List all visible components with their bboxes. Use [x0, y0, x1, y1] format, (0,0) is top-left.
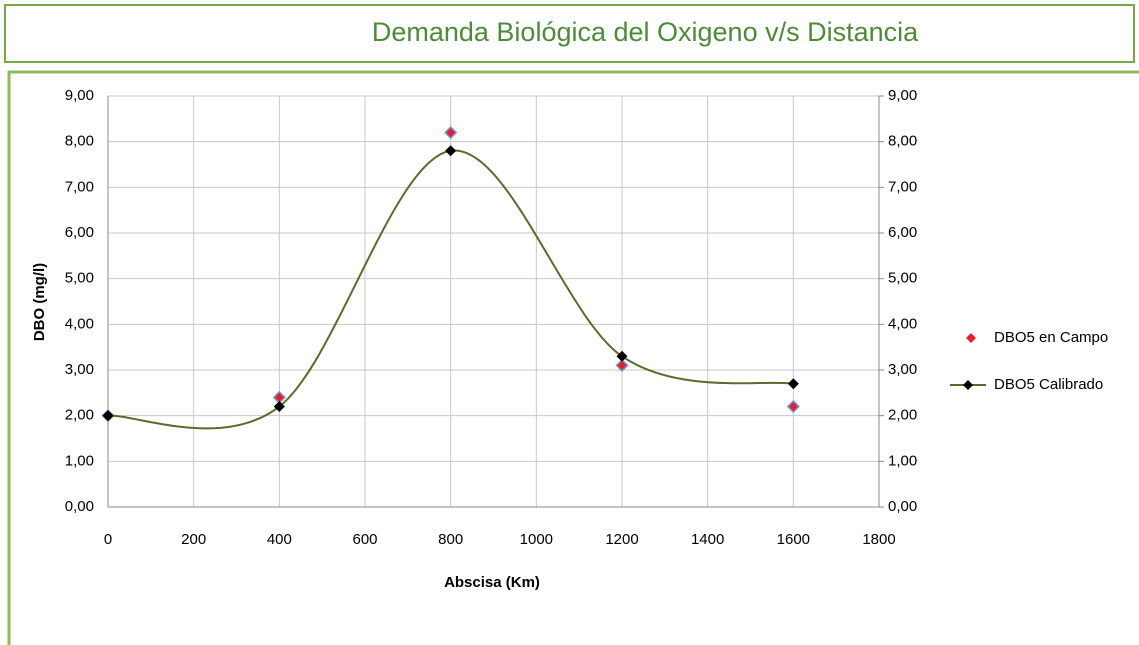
- y-tick-label: 4,00: [65, 315, 94, 332]
- panel-border: [7, 70, 1139, 645]
- y2-tick-label: 6,00: [888, 224, 917, 241]
- y-tick-label: 6,00: [65, 224, 94, 241]
- x-tick-label: 1200: [605, 531, 638, 548]
- x-tick-label: 1800: [862, 531, 895, 548]
- title-box: [4, 4, 1135, 63]
- x-tick-label: 600: [352, 531, 377, 548]
- marker: [786, 399, 800, 414]
- marker: [615, 358, 629, 372]
- y2-tick-label: 7,00: [888, 178, 917, 195]
- x-axis-label: Abscisa (Km): [444, 574, 540, 591]
- y2-tick-label: 3,00: [888, 361, 917, 378]
- y-tick-label: 0,00: [65, 498, 94, 515]
- marker: [787, 378, 799, 390]
- y2-tick-label: 4,00: [888, 315, 917, 332]
- y2-tick-label: 9,00: [888, 87, 917, 104]
- marker: [616, 350, 628, 362]
- x-tick-label: 0: [104, 531, 112, 548]
- legend-marker: [963, 380, 973, 390]
- x-tick-label: 1000: [520, 531, 553, 548]
- y-tick-label: 9,00: [65, 87, 94, 104]
- y2-tick-label: 2,00: [888, 407, 917, 424]
- legend-label: DBO5 en Campo: [994, 329, 1108, 346]
- y-tick-label: 1,00: [65, 452, 94, 469]
- x-tick-label: 400: [267, 531, 292, 548]
- plot-area: [107, 95, 880, 508]
- y2-tick-label: 1,00: [888, 452, 917, 469]
- y-tick-label: 8,00: [65, 133, 94, 150]
- x-tick-label: 800: [438, 531, 463, 548]
- y-tick-label: 3,00: [65, 361, 94, 378]
- legend-marker: [966, 333, 976, 343]
- marker: [273, 401, 285, 413]
- x-tick-label: 1600: [777, 531, 810, 548]
- x-tick-label: 200: [181, 531, 206, 548]
- legend-label: DBO5 Calibrado: [994, 376, 1103, 393]
- x-tick-label: 1400: [691, 531, 724, 548]
- y2-tick-label: 5,00: [888, 270, 917, 287]
- marker: [445, 145, 457, 157]
- y-tick-label: 5,00: [65, 270, 94, 287]
- y2-tick-label: 8,00: [888, 133, 917, 150]
- y-tick-label: 2,00: [65, 407, 94, 424]
- y-tick-label: 7,00: [65, 178, 94, 195]
- y-axis-label: DBO (mg/l): [31, 263, 48, 341]
- y2-tick-label: 0,00: [888, 498, 917, 515]
- chart-title: Demanda Biológica del Oxigeno v/s Distan…: [372, 17, 919, 47]
- marker: [102, 410, 114, 422]
- marker: [444, 125, 458, 140]
